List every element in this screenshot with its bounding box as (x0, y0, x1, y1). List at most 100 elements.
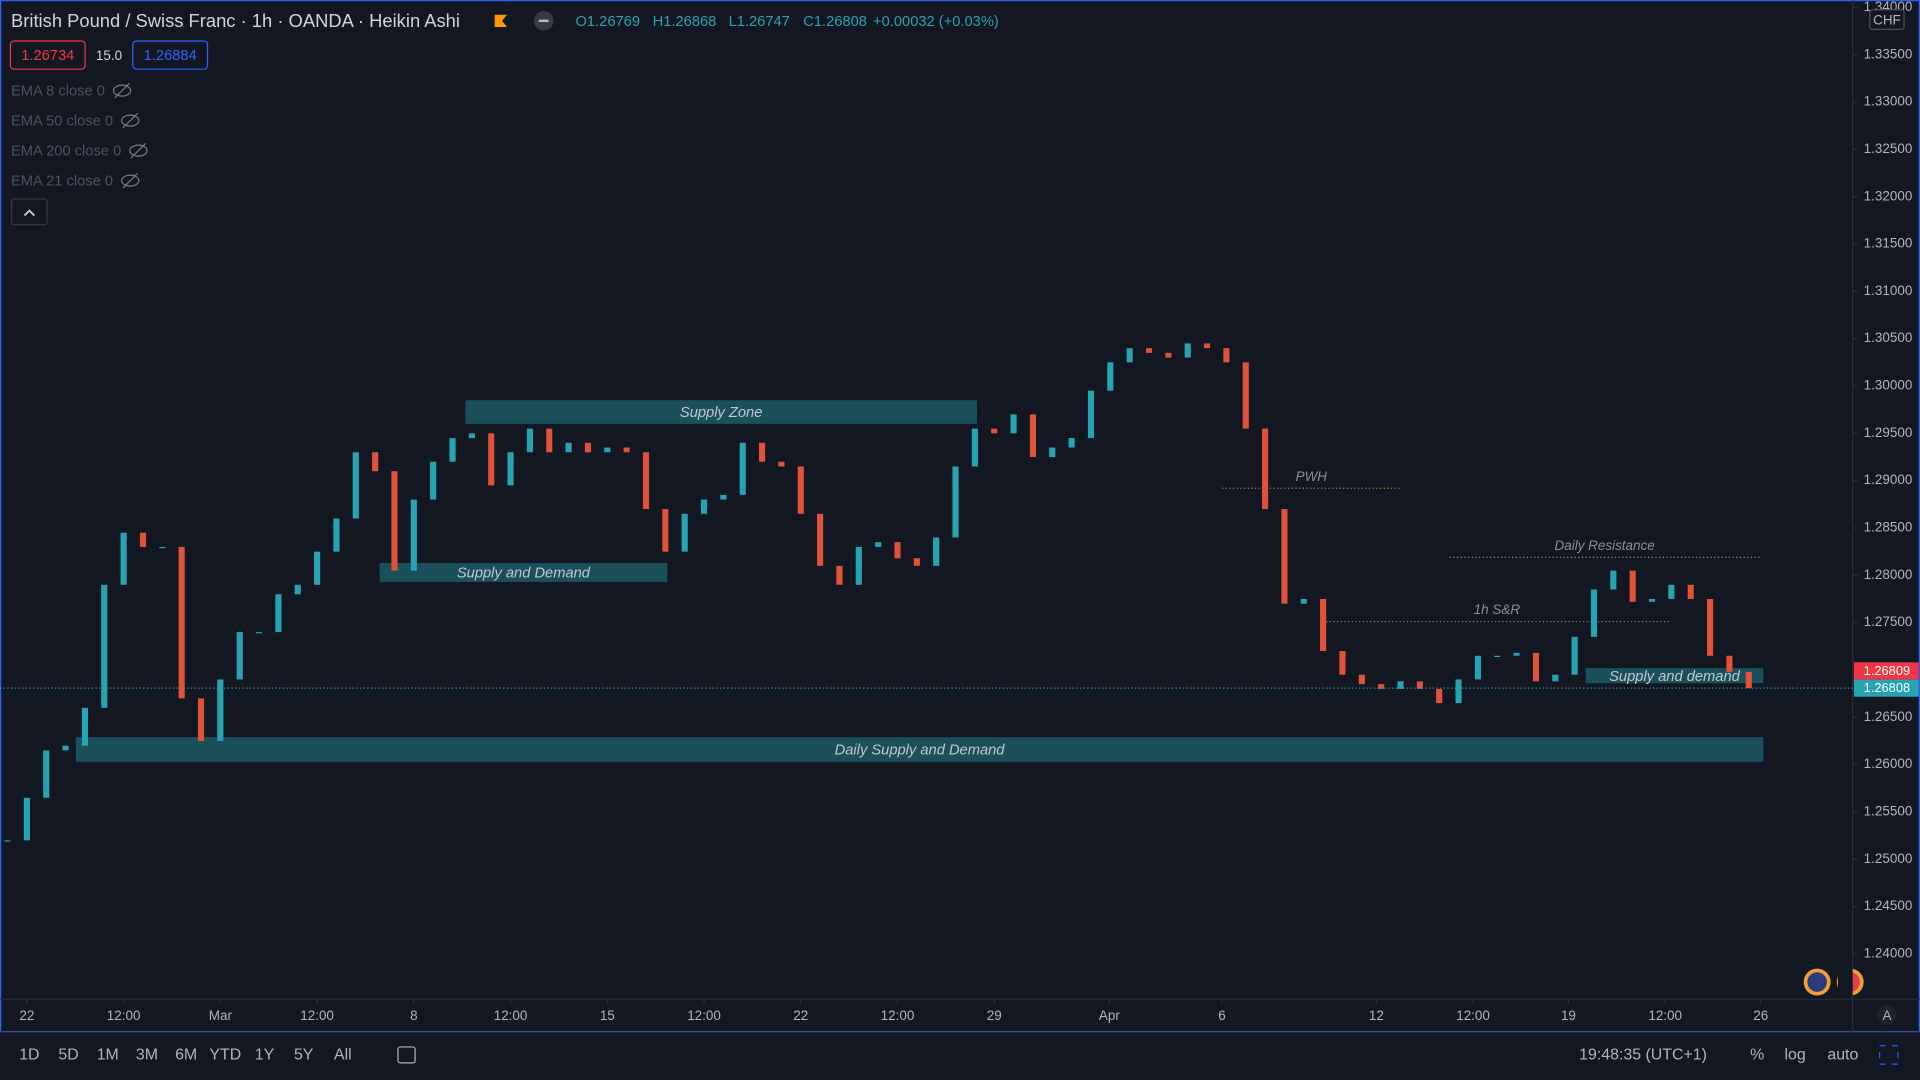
price-badge (1853, 679, 1919, 697)
candle (1397, 681, 1404, 689)
candle (1745, 671, 1752, 689)
scale-option[interactable]: auto (1827, 1047, 1858, 1064)
visibility-icon[interactable] (121, 114, 140, 127)
plot-area: Supply Zone Supply and Demand Daily Supply… (0, 343, 1853, 842)
x-tick-label: 8 (410, 1008, 417, 1023)
fullscreen-icon[interactable] (1878, 1045, 1899, 1065)
x-tick-label: 19 (1561, 1008, 1576, 1023)
candle (1610, 570, 1617, 590)
level-label: Daily Resistance (1555, 538, 1655, 553)
candle (43, 750, 50, 798)
range-button[interactable]: 1M (97, 1047, 119, 1064)
range-button[interactable]: 1D (19, 1047, 39, 1064)
y-tick-label: 1.33000 (1864, 94, 1913, 109)
ohlc-value: H1.26868 (653, 14, 717, 30)
range-button[interactable]: All (334, 1047, 352, 1064)
candle (720, 494, 727, 500)
price-badge-label: 1.26808 (1864, 680, 1910, 695)
y-tick-label: 1.28000 (1864, 567, 1913, 582)
candle (836, 565, 843, 585)
candle (971, 428, 978, 467)
candle (372, 452, 379, 472)
range-button[interactable]: 6M (175, 1047, 197, 1064)
x-tick-label: 26 (1753, 1008, 1768, 1023)
chevron-up (23, 209, 35, 217)
candle (1668, 584, 1675, 599)
candle (604, 447, 611, 453)
candle (1707, 598, 1714, 656)
range-button[interactable]: YTD (209, 1047, 241, 1064)
candle (1629, 570, 1636, 602)
candle (23, 797, 30, 841)
candle (1126, 348, 1133, 363)
candle (1532, 652, 1540, 682)
candle (642, 452, 650, 510)
clip-cover (1837, 967, 1853, 997)
candle (1242, 362, 1249, 429)
range-button[interactable]: 5Y (294, 1047, 314, 1064)
candle (139, 532, 147, 547)
scale-option[interactable]: log (1784, 1047, 1805, 1064)
candle (1378, 684, 1385, 689)
candle (1203, 343, 1211, 349)
ask-price: 1.26884 (144, 48, 197, 64)
candle (236, 632, 243, 680)
y-tick-label: 1.27500 (1864, 614, 1913, 629)
candle (507, 452, 514, 486)
range-button[interactable]: 3M (136, 1047, 158, 1064)
y-tick-label: 1.29000 (1864, 472, 1913, 487)
visibility-icon[interactable] (112, 84, 132, 97)
level-label: PWH (1296, 469, 1328, 484)
candle (1358, 674, 1365, 685)
candle (294, 584, 301, 595)
candle (391, 471, 398, 571)
ohlc-value: O1.26769 (576, 14, 641, 30)
zone (75, 737, 1764, 762)
y-tick-label: 1.28500 (1864, 520, 1913, 535)
auto-scale-button[interactable] (1877, 1005, 1897, 1025)
candle (1552, 674, 1559, 682)
zone-label: Daily Supply and Demand (835, 743, 1006, 759)
candle (662, 509, 669, 552)
visibility-icon[interactable] (121, 174, 140, 187)
candle (1184, 343, 1191, 358)
candle (468, 433, 475, 439)
candle (410, 499, 417, 571)
candle (1648, 598, 1656, 602)
candle (1145, 348, 1153, 353)
candle (817, 513, 824, 566)
visibility-icon[interactable] (129, 144, 148, 157)
ask-box[interactable] (132, 40, 209, 70)
candle (1029, 414, 1036, 457)
x-tick-label: Mar (209, 1008, 233, 1023)
date-range-icon[interactable] (397, 1046, 416, 1064)
candle (1455, 679, 1462, 704)
y-tick-label: 1.30000 (1864, 378, 1913, 393)
ohlc-value: L1.26747 (729, 14, 790, 30)
range-button[interactable]: 1Y (255, 1047, 275, 1064)
x-tick-label: 29 (987, 1008, 1002, 1023)
candle (739, 442, 746, 495)
range-button[interactable]: 5D (58, 1047, 78, 1064)
candle (1107, 362, 1114, 391)
candle (952, 466, 959, 538)
header-overlay: British Pound / Swiss Franc · 1h · OANDA… (9, 10, 1899, 1065)
candle (333, 518, 340, 552)
zone (379, 563, 668, 582)
candle (1571, 636, 1578, 675)
candle (4, 840, 11, 842)
flag-icon[interactable] (494, 14, 507, 27)
scale-option[interactable]: % (1750, 1047, 1764, 1064)
y-tick-label: 1.30500 (1864, 330, 1913, 345)
bid-box[interactable] (9, 40, 86, 70)
candle (1049, 447, 1056, 457)
y-tick-label: 1.24000 (1864, 946, 1913, 961)
x-tick-label: 15 (600, 1008, 615, 1023)
y-tick-label: 1.25000 (1864, 851, 1913, 866)
candle (933, 537, 940, 566)
indicator-toggle[interactable] (11, 198, 48, 226)
x-tick-label: Apr (1099, 1008, 1120, 1023)
candle (759, 442, 766, 462)
